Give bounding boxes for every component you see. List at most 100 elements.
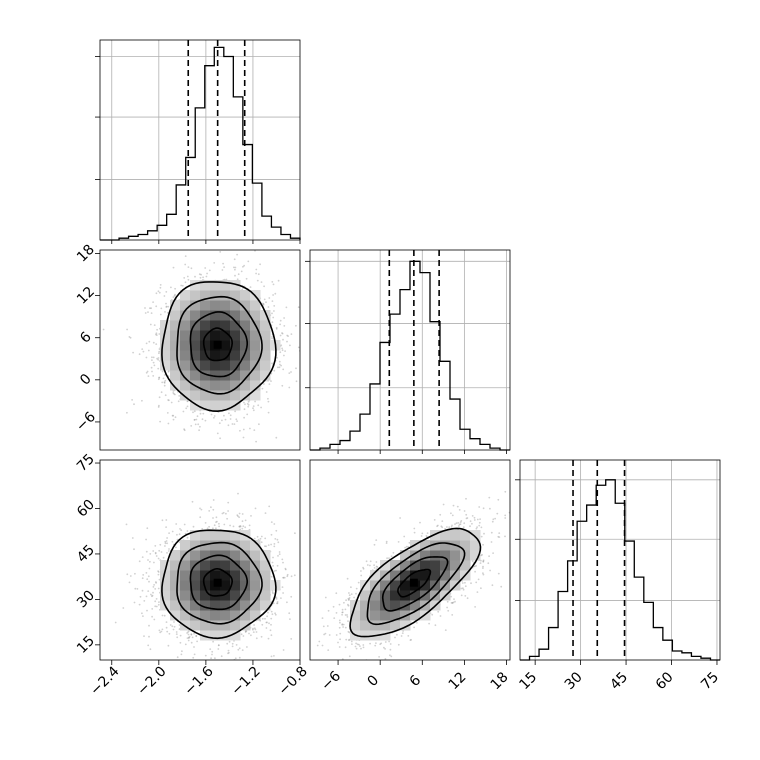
scatter-point — [446, 600, 449, 603]
scatter-point — [196, 640, 199, 643]
scatter-point — [482, 543, 484, 546]
scatter-point — [271, 561, 274, 564]
scatter-point — [161, 519, 164, 522]
scatter-point — [180, 653, 183, 656]
scatter-point — [178, 395, 181, 397]
density-bin — [160, 580, 171, 591]
density-bin — [400, 580, 411, 591]
scatter-point — [217, 648, 220, 650]
scatter-point — [515, 509, 517, 511]
density-bin — [360, 630, 371, 641]
density-bin — [260, 350, 271, 361]
scatter-point — [341, 611, 344, 614]
density-bin — [210, 360, 221, 371]
scatter-point — [138, 353, 141, 356]
x-tick-label: 12 — [446, 669, 470, 693]
scatter-point — [355, 647, 358, 650]
scatter-point — [283, 325, 286, 327]
scatter-point — [353, 596, 355, 599]
scatter-point — [290, 575, 293, 578]
scatter-point — [337, 641, 339, 644]
density-bin — [440, 560, 451, 571]
panel-2-1 — [309, 459, 517, 669]
scatter-point — [242, 635, 245, 637]
density-bin — [190, 300, 201, 311]
density-bin — [190, 580, 201, 591]
scatter-point — [145, 550, 148, 553]
scatter-point — [439, 513, 442, 516]
density-bin — [190, 350, 201, 361]
scatter-point — [321, 617, 324, 619]
scatter-point — [163, 614, 166, 617]
scatter-point — [157, 358, 160, 361]
scatter-point — [360, 570, 362, 572]
scatter-point — [392, 551, 395, 554]
scatter-point — [184, 532, 187, 535]
scatter-point — [403, 535, 406, 538]
density-bin — [390, 570, 401, 581]
scatter-point — [274, 612, 276, 615]
density-bin — [170, 600, 181, 611]
scatter-point — [270, 610, 273, 613]
density-bin — [260, 560, 271, 571]
density-bin — [170, 370, 181, 381]
scatter-point — [247, 260, 250, 263]
density-bin — [230, 570, 241, 581]
scatter-point — [167, 550, 170, 552]
scatter-point — [186, 400, 189, 403]
scatter-point — [156, 328, 159, 331]
scatter-point — [289, 344, 291, 347]
scatter-point — [282, 338, 284, 341]
scatter-point — [272, 565, 274, 567]
scatter-point — [341, 658, 344, 660]
scatter-point — [295, 380, 298, 383]
scatter-point — [171, 530, 174, 533]
scatter-point — [360, 574, 363, 577]
scatter-point — [383, 646, 385, 649]
scatter-point — [126, 328, 128, 331]
scatter-point — [242, 525, 245, 528]
density-bin — [170, 570, 181, 581]
scatter-point — [460, 594, 463, 597]
scatter-point — [341, 623, 344, 626]
density-bin — [250, 350, 261, 361]
density-bin — [220, 360, 231, 371]
scatter-point — [234, 410, 237, 413]
scatter-point — [452, 601, 455, 604]
scatter-point — [270, 623, 272, 626]
scatter-point — [476, 526, 478, 528]
scatter-point — [192, 656, 195, 659]
scatter-point — [475, 565, 477, 567]
y-tick-label: 60 — [74, 497, 98, 521]
scatter-point — [142, 574, 145, 576]
density-bin — [410, 570, 421, 581]
density-bin — [240, 340, 251, 351]
scatter-point — [151, 594, 154, 597]
density-bin — [200, 280, 211, 291]
density-bin — [370, 620, 381, 631]
scatter-point — [239, 429, 241, 432]
density-bin — [190, 310, 201, 321]
scatter-point — [352, 667, 354, 669]
scatter-point — [397, 643, 400, 646]
scatter-point — [277, 366, 279, 369]
scatter-point — [384, 641, 387, 643]
density-bin — [240, 620, 251, 631]
density-bin — [410, 600, 421, 611]
scatter-point — [282, 368, 285, 371]
scatter-point — [276, 564, 279, 567]
density-bin — [240, 390, 251, 401]
scatter-point — [490, 541, 493, 543]
scatter-point — [215, 516, 218, 519]
scatter-point — [492, 518, 495, 521]
scatter-point — [276, 538, 279, 541]
scatter-point — [166, 412, 169, 414]
scatter-point — [265, 621, 268, 624]
scatter-point — [253, 627, 256, 630]
scatter-point — [439, 615, 442, 617]
scatter-point — [202, 412, 205, 415]
scatter-point — [271, 281, 274, 283]
density-bin — [380, 590, 391, 601]
scatter-point — [231, 642, 234, 645]
scatter-point — [215, 521, 217, 523]
